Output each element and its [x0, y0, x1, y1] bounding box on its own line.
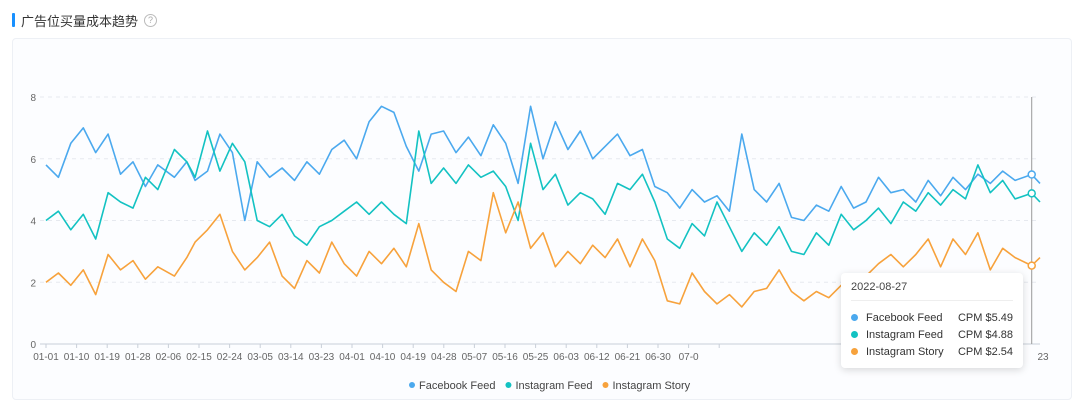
- x-tick-label: 07-0: [679, 352, 699, 363]
- legend-marker-instagram-feed: [505, 382, 512, 388]
- tooltip-row-instagram-feed: Instagram Feed CPM $4.88: [851, 326, 1013, 343]
- tooltip-dot-facebook: [851, 314, 858, 321]
- x-tick-label: 03-05: [247, 352, 273, 363]
- x-tick-label: 05-07: [462, 352, 488, 363]
- help-icon[interactable]: ?: [144, 13, 158, 27]
- tooltip-dot-instagram-feed: [851, 331, 858, 338]
- x-tick-label: 01-01: [33, 352, 59, 363]
- x-tick-label: 03-23: [309, 352, 335, 363]
- y-tick-label: 8: [30, 93, 36, 104]
- x-tick-label: 04-01: [339, 352, 365, 363]
- x-tick-label: 06-12: [584, 352, 610, 363]
- series-line-instagram-story: [45, 191, 1041, 308]
- y-tick-label: 0: [30, 340, 36, 351]
- legend-label: Facebook Feed: [419, 380, 495, 392]
- chart-header: 广告位买量成本趋势 ?: [12, 12, 158, 29]
- legend-label: Instagram Feed: [515, 380, 592, 392]
- tooltip-series-value: CPM $2.54: [957, 345, 1013, 358]
- y-tick-label: 2: [30, 278, 36, 289]
- tooltip-series-value: CPM $5.49: [957, 311, 1013, 324]
- x-tick-label: 06-03: [553, 352, 579, 363]
- x-tick-label: 04-10: [370, 352, 396, 363]
- x-tick-label: 05-25: [523, 352, 549, 363]
- y-tick-label: 4: [30, 217, 36, 228]
- legend-label: Instagram Story: [612, 380, 690, 392]
- tooltip-date: 2022-08-27: [851, 281, 1013, 301]
- x-tick-label: 02-06: [156, 352, 182, 363]
- title-accent-bar: [12, 13, 15, 27]
- hover-marker-instagram-feed: [1027, 189, 1036, 198]
- y-tick-label: 6: [30, 155, 36, 166]
- series-line-facebook: [45, 105, 1041, 222]
- x-tick-label: 06-21: [615, 352, 641, 363]
- x-tick-label: 02-15: [186, 352, 212, 363]
- x-tick-label: 01-28: [125, 352, 151, 363]
- x-tick-label: 02-24: [217, 352, 243, 363]
- x-tick-label: 01-19: [94, 352, 120, 363]
- legend-marker-facebook: [409, 382, 415, 388]
- tooltip-series-name: Instagram Story: [866, 345, 944, 358]
- tooltip-series-name: Instagram Feed: [866, 328, 944, 341]
- tooltip-row-facebook: Facebook Feed CPM $5.49: [851, 309, 1013, 326]
- x-tick-label: 04-28: [431, 352, 457, 363]
- x-tick-label: 06-30: [645, 352, 671, 363]
- chart-tooltip: 2022-08-27 Facebook Feed CPM $5.49 Insta…: [841, 273, 1023, 368]
- legend-marker-instagram-story: [602, 382, 609, 388]
- x-tick-label: 23: [1037, 352, 1049, 363]
- x-tick-label: 04-19: [400, 352, 426, 363]
- chart-title: 广告位买量成本趋势: [21, 13, 139, 29]
- series-line-instagram-feed: [45, 130, 1041, 256]
- tooltip-series-value: CPM $4.88: [957, 328, 1013, 341]
- hover-marker-facebook: [1027, 170, 1036, 179]
- x-tick-label: 01-10: [64, 352, 90, 363]
- tooltip-dot-instagram-story: [851, 348, 858, 355]
- tooltip-row-instagram-story: Instagram Story CPM $2.54: [851, 343, 1013, 360]
- tooltip-series-name: Facebook Feed: [866, 311, 943, 324]
- hover-marker-instagram-story: [1027, 261, 1036, 270]
- x-tick-label: 03-14: [278, 352, 304, 363]
- x-tick-label: 05-16: [492, 352, 518, 363]
